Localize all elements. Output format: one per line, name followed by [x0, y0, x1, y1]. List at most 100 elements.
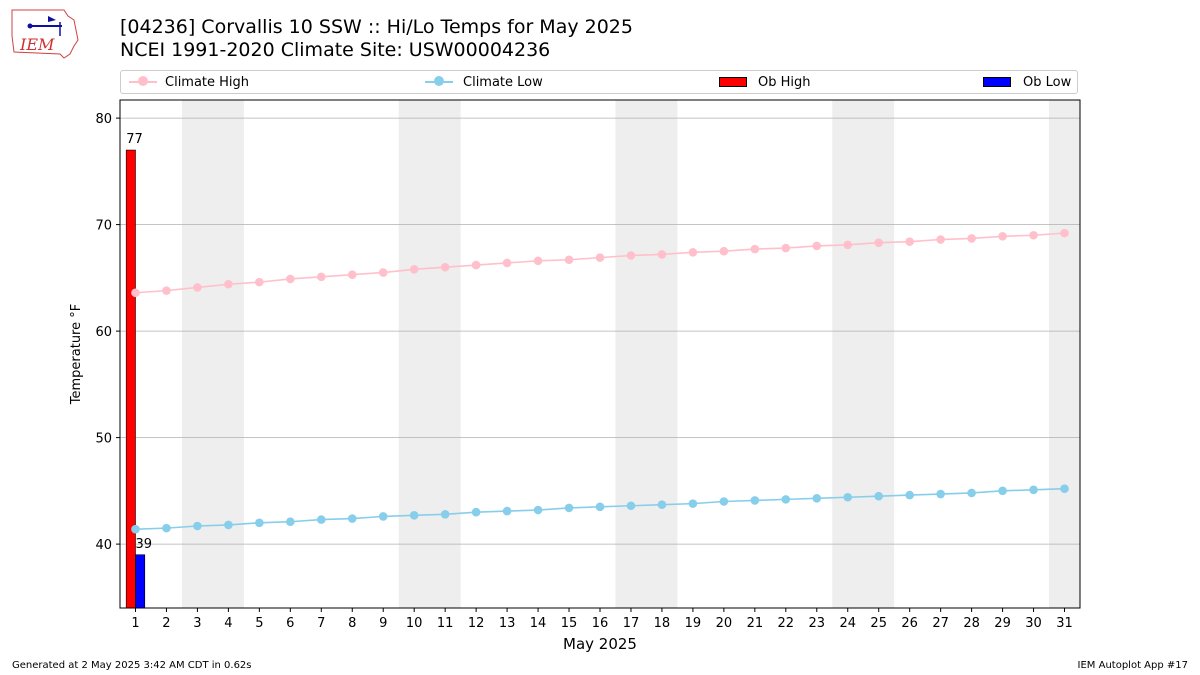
climate-low-point-22 [781, 495, 791, 504]
climate-high-point-30 [1029, 230, 1038, 240]
climate-low-point-27 [936, 489, 945, 499]
x-tick-label-21: 21 [747, 616, 764, 631]
climate-high-point-28 [967, 234, 976, 243]
x-tick-label-29: 29 [994, 616, 1011, 631]
weekend-shade-0 [181, 100, 244, 608]
climate-low-point-15 [564, 503, 574, 513]
footer-generated-text: Generated at 2 May 2025 3:42 AM CDT in 0… [12, 660, 252, 671]
climate-low-point-4 [224, 520, 233, 530]
legend-ob-low-swatch [983, 77, 1011, 87]
x-tick-label-1: 1 [131, 616, 139, 631]
x-tick-label-8: 8 [348, 616, 356, 631]
climate-low-point-8 [347, 514, 357, 523]
x-tick-label-19: 19 [685, 616, 702, 631]
x-tick-label-6: 6 [286, 616, 294, 631]
climate-high-point-7 [316, 272, 326, 282]
y-tick-label-70: 70 [95, 219, 112, 234]
x-tick-label-25: 25 [870, 616, 887, 631]
y-tick-label-80: 80 [95, 112, 112, 127]
weekend-shade-4 [1049, 100, 1080, 608]
climate-high-point-2 [162, 286, 171, 295]
climate-low-point-9 [378, 512, 388, 521]
ob-high-bar-1 [125, 149, 136, 609]
x-tick-label-16: 16 [592, 616, 609, 631]
climate-high-point-13 [502, 258, 512, 268]
climate-low-point-21 [750, 496, 760, 505]
climate-low-point-26 [905, 490, 914, 500]
climate-low-point-18 [657, 500, 667, 509]
climate-high-point-9 [378, 268, 388, 277]
x-tick-label-10: 10 [406, 616, 423, 631]
weekend-shade-2 [615, 100, 678, 608]
x-tick-label-14: 14 [530, 616, 547, 631]
climate-low-point-23 [812, 494, 822, 503]
x-tick-label-24: 24 [839, 616, 856, 631]
climate-high-point-17 [626, 251, 636, 260]
x-axis-label: May 2025 [563, 635, 637, 653]
climate-high-point-5 [255, 277, 264, 287]
climate-high-point-21 [750, 244, 760, 254]
climate-high-point-11 [440, 262, 450, 272]
x-tick-label-5: 5 [255, 616, 263, 631]
logo-text: IEM [19, 35, 55, 54]
climate-low-point-25 [874, 491, 884, 501]
chart-subtitle: NCEI 1991-2020 Climate Site: USW00004236 [120, 39, 551, 61]
chart-title: [04236] Corvallis 10 SSW :: Hi/Lo Temps … [120, 16, 633, 38]
climate-low-point-28 [967, 488, 976, 498]
climate-high-point-26 [905, 237, 914, 246]
climate-high-point-10 [409, 265, 419, 274]
climate-high-point-3 [193, 283, 202, 292]
x-tick-label-2: 2 [162, 616, 170, 631]
weekend-shade-1 [398, 100, 461, 608]
legend-climate-high-label: Climate High [165, 75, 250, 90]
climate-low-point-12 [471, 507, 481, 517]
x-tick-label-26: 26 [901, 616, 918, 631]
iem-logo: IEM [11, 9, 79, 59]
climate-low-point-10 [409, 511, 419, 520]
x-tick-label-15: 15 [561, 616, 578, 631]
climate-high-point-4 [224, 279, 233, 289]
climate-high-point-27 [936, 235, 945, 244]
climate-low-point-1 [131, 524, 140, 534]
x-tick-label-4: 4 [224, 616, 232, 631]
x-tick-label-9: 9 [379, 616, 387, 631]
climate-low-point-5 [255, 518, 264, 528]
x-tick-label-28: 28 [963, 616, 980, 631]
y-tick-label-60: 60 [95, 325, 112, 340]
climate-high-point-29 [998, 232, 1007, 241]
climate-low-point-20 [719, 497, 729, 506]
climate-high-point-15 [564, 255, 574, 265]
x-tick-label-20: 20 [716, 616, 733, 631]
ob-high-label-1: 77 [126, 132, 143, 147]
climate-low-point-13 [502, 506, 512, 516]
y-tick-label-50: 50 [95, 432, 112, 447]
footer-app-text: IEM Autoplot App #17 [1077, 660, 1188, 671]
climate-high-point-25 [874, 238, 884, 248]
x-tick-label-11: 11 [437, 616, 454, 631]
x-tick-label-30: 30 [1025, 616, 1042, 631]
ob-low-label-1: 39 [135, 537, 152, 552]
climate-high-point-6 [286, 274, 295, 284]
climate-low-point-24 [843, 492, 853, 502]
x-tick-label-23: 23 [809, 616, 826, 631]
climate-high-point-24 [843, 240, 853, 250]
x-tick-label-22: 22 [778, 616, 795, 631]
climate-high-line [135, 232, 1065, 294]
climate-low-point-2 [162, 523, 171, 533]
legend-climate-low-marker [434, 76, 444, 86]
legend-climate-low-label: Climate Low [463, 75, 543, 90]
plot-frame [119, 99, 1081, 609]
x-tick-label-17: 17 [623, 616, 640, 631]
x-tick-label-18: 18 [654, 616, 671, 631]
climate-high-point-8 [347, 270, 357, 279]
y-tick-label-40: 40 [95, 538, 112, 553]
climate-high-point-12 [471, 260, 481, 270]
climate-low-point-3 [193, 521, 202, 531]
climate-high-point-23 [812, 241, 822, 251]
climate-high-point-22 [781, 243, 791, 253]
climate-high-point-31 [1060, 228, 1069, 238]
climate-low-point-31 [1060, 484, 1069, 494]
legend-climate-high-marker [138, 76, 148, 86]
climate-low-point-11 [440, 509, 450, 519]
